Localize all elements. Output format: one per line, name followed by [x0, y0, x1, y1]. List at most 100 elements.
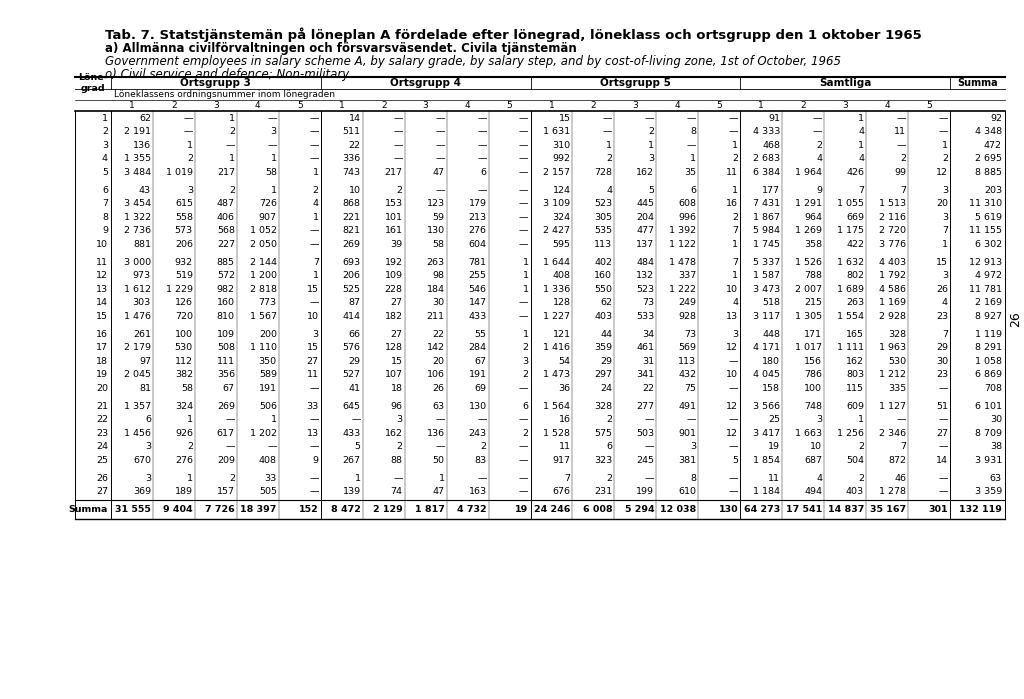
Text: 215: 215	[804, 298, 822, 308]
Text: —: —	[435, 186, 444, 195]
Text: 50: 50	[432, 456, 444, 465]
Text: 171: 171	[804, 330, 822, 339]
Text: 30: 30	[990, 415, 1002, 424]
Text: 2 157: 2 157	[544, 168, 570, 177]
Text: 568: 568	[217, 226, 234, 236]
Text: 165: 165	[846, 330, 864, 339]
Text: —: —	[183, 114, 193, 123]
Text: 6: 6	[480, 168, 486, 177]
Text: 267: 267	[343, 456, 360, 465]
Text: 19: 19	[96, 370, 108, 380]
Text: 128: 128	[553, 298, 570, 308]
Text: 147: 147	[469, 298, 486, 308]
Text: 1: 1	[942, 240, 948, 249]
Text: 25: 25	[768, 415, 780, 424]
Text: 433: 433	[342, 429, 360, 438]
Text: 16: 16	[96, 330, 108, 339]
Text: 802: 802	[846, 271, 864, 280]
Text: 7: 7	[858, 186, 864, 195]
Text: 73: 73	[684, 330, 696, 339]
Text: Ortsgrupp 3: Ortsgrupp 3	[180, 78, 251, 88]
Text: 341: 341	[636, 370, 654, 380]
Text: 403: 403	[846, 487, 864, 496]
Text: —: —	[939, 415, 948, 424]
Text: 5: 5	[648, 186, 654, 195]
Text: 1 212: 1 212	[879, 370, 906, 380]
Text: —: —	[519, 298, 528, 308]
Text: 83: 83	[474, 456, 486, 465]
Text: 7 726: 7 726	[205, 505, 234, 514]
Text: 6 384: 6 384	[753, 168, 780, 177]
Text: 1 964: 1 964	[796, 168, 822, 177]
Text: 2 928: 2 928	[879, 312, 906, 321]
Text: 11: 11	[726, 168, 738, 177]
Text: 1 663: 1 663	[795, 429, 822, 438]
Text: 4 586: 4 586	[879, 285, 906, 294]
Text: 136: 136	[133, 141, 151, 150]
Text: 6: 6	[522, 402, 528, 411]
Text: —: —	[435, 127, 444, 136]
Text: 5: 5	[297, 101, 303, 110]
Text: 328: 328	[594, 402, 612, 411]
Text: 10: 10	[349, 186, 360, 195]
Text: o) Civil service and defence; Non-military: o) Civil service and defence; Non-milita…	[105, 68, 349, 81]
Text: 6 869: 6 869	[975, 370, 1002, 380]
Text: 231: 231	[594, 487, 612, 496]
Text: —: —	[183, 127, 193, 136]
Text: 69: 69	[474, 384, 486, 393]
Text: 2 144: 2 144	[250, 258, 276, 267]
Text: —: —	[519, 141, 528, 150]
Text: 477: 477	[636, 226, 654, 236]
Text: 1: 1	[648, 141, 654, 150]
Text: 66: 66	[349, 330, 360, 339]
Text: 11 310: 11 310	[969, 199, 1002, 208]
Text: 1: 1	[522, 271, 528, 280]
Text: 9: 9	[102, 226, 108, 236]
Text: 243: 243	[468, 429, 486, 438]
Text: 523: 523	[636, 285, 654, 294]
Text: 26: 26	[432, 384, 444, 393]
Text: 7: 7	[942, 226, 948, 236]
Text: 14: 14	[936, 456, 948, 465]
Text: 2 116: 2 116	[879, 213, 906, 222]
Text: 5 337: 5 337	[753, 258, 780, 267]
Text: 8 885: 8 885	[975, 168, 1002, 177]
Text: 26: 26	[936, 285, 948, 294]
Text: 6 101: 6 101	[975, 402, 1002, 411]
Text: 1 478: 1 478	[670, 258, 696, 267]
Text: 2: 2	[102, 127, 108, 136]
Text: 527: 527	[343, 370, 360, 380]
Text: 1 055: 1 055	[837, 199, 864, 208]
Text: 359: 359	[594, 343, 612, 352]
Text: 6: 6	[145, 415, 151, 424]
Text: 111: 111	[217, 357, 234, 366]
Text: 24: 24	[600, 384, 612, 393]
Text: —: —	[477, 127, 486, 136]
Text: 645: 645	[343, 402, 360, 411]
Text: 20: 20	[432, 357, 444, 366]
Text: 1 184: 1 184	[754, 487, 780, 496]
Text: 1: 1	[187, 415, 193, 424]
Text: 1 554: 1 554	[837, 312, 864, 321]
Text: 926: 926	[175, 429, 193, 438]
Text: 7: 7	[732, 258, 738, 267]
Text: 4 403: 4 403	[879, 258, 906, 267]
Text: 1 564: 1 564	[544, 402, 570, 411]
Text: 1: 1	[312, 213, 318, 222]
Text: 13: 13	[96, 285, 108, 294]
Text: 130: 130	[426, 226, 444, 236]
Text: 350: 350	[259, 357, 276, 366]
Text: 2: 2	[816, 141, 822, 150]
Text: 4 732: 4 732	[457, 505, 486, 514]
Text: 1 291: 1 291	[796, 199, 822, 208]
Text: 9: 9	[816, 186, 822, 195]
Text: —: —	[435, 114, 444, 123]
Text: 3: 3	[396, 415, 402, 424]
Text: 12 038: 12 038	[660, 505, 696, 514]
Text: 58: 58	[265, 168, 276, 177]
Text: 3: 3	[633, 101, 638, 110]
Text: 1 322: 1 322	[124, 213, 151, 222]
Text: 12: 12	[936, 168, 948, 177]
Text: —: —	[729, 357, 738, 366]
Text: 6: 6	[102, 186, 108, 195]
